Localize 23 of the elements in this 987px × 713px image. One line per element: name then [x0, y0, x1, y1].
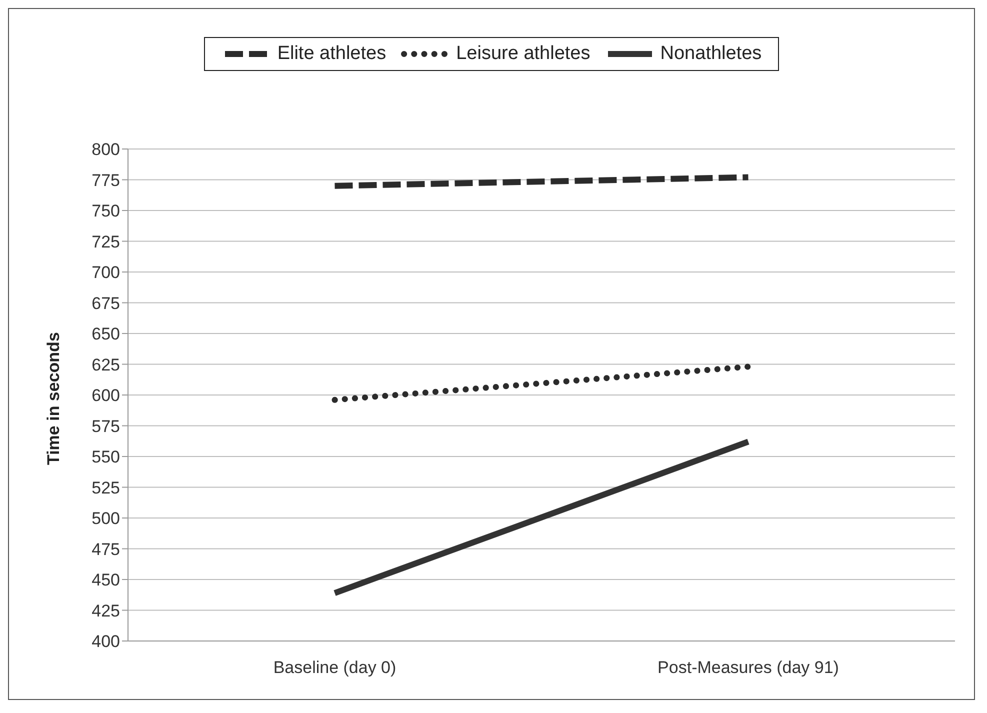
y-tick-label: 775: [92, 170, 120, 190]
y-tick-label: 700: [92, 263, 120, 282]
y-tick-label: 625: [92, 355, 120, 374]
y-tick-label: 600: [92, 386, 120, 406]
y-tick-label: 575: [92, 416, 120, 436]
y-tick-label: 500: [92, 509, 120, 528]
legend-label: Leisure athletes: [456, 43, 590, 65]
y-tick-label: 650: [92, 324, 120, 344]
legend-label: Nonathletes: [660, 43, 762, 65]
x-tick-label: Post-Measures (day 91): [658, 658, 839, 678]
y-tick-label: 425: [92, 601, 120, 620]
x-tick-label: Baseline (day 0): [273, 658, 396, 678]
y-tick-label: 675: [92, 294, 120, 313]
y-tick-label: 750: [92, 202, 120, 221]
legend-label: Elite athletes: [277, 43, 386, 65]
y-tick-label: 550: [92, 448, 120, 467]
y-axis-title: Time in seconds: [44, 332, 64, 465]
y-tick-label: 475: [92, 540, 120, 559]
y-tick-label: 525: [92, 478, 120, 498]
y-tick-label: 450: [92, 570, 120, 590]
y-tick-label: 725: [92, 232, 120, 252]
y-tick-label: 400: [92, 632, 120, 652]
y-tick-label: 800: [92, 140, 120, 160]
